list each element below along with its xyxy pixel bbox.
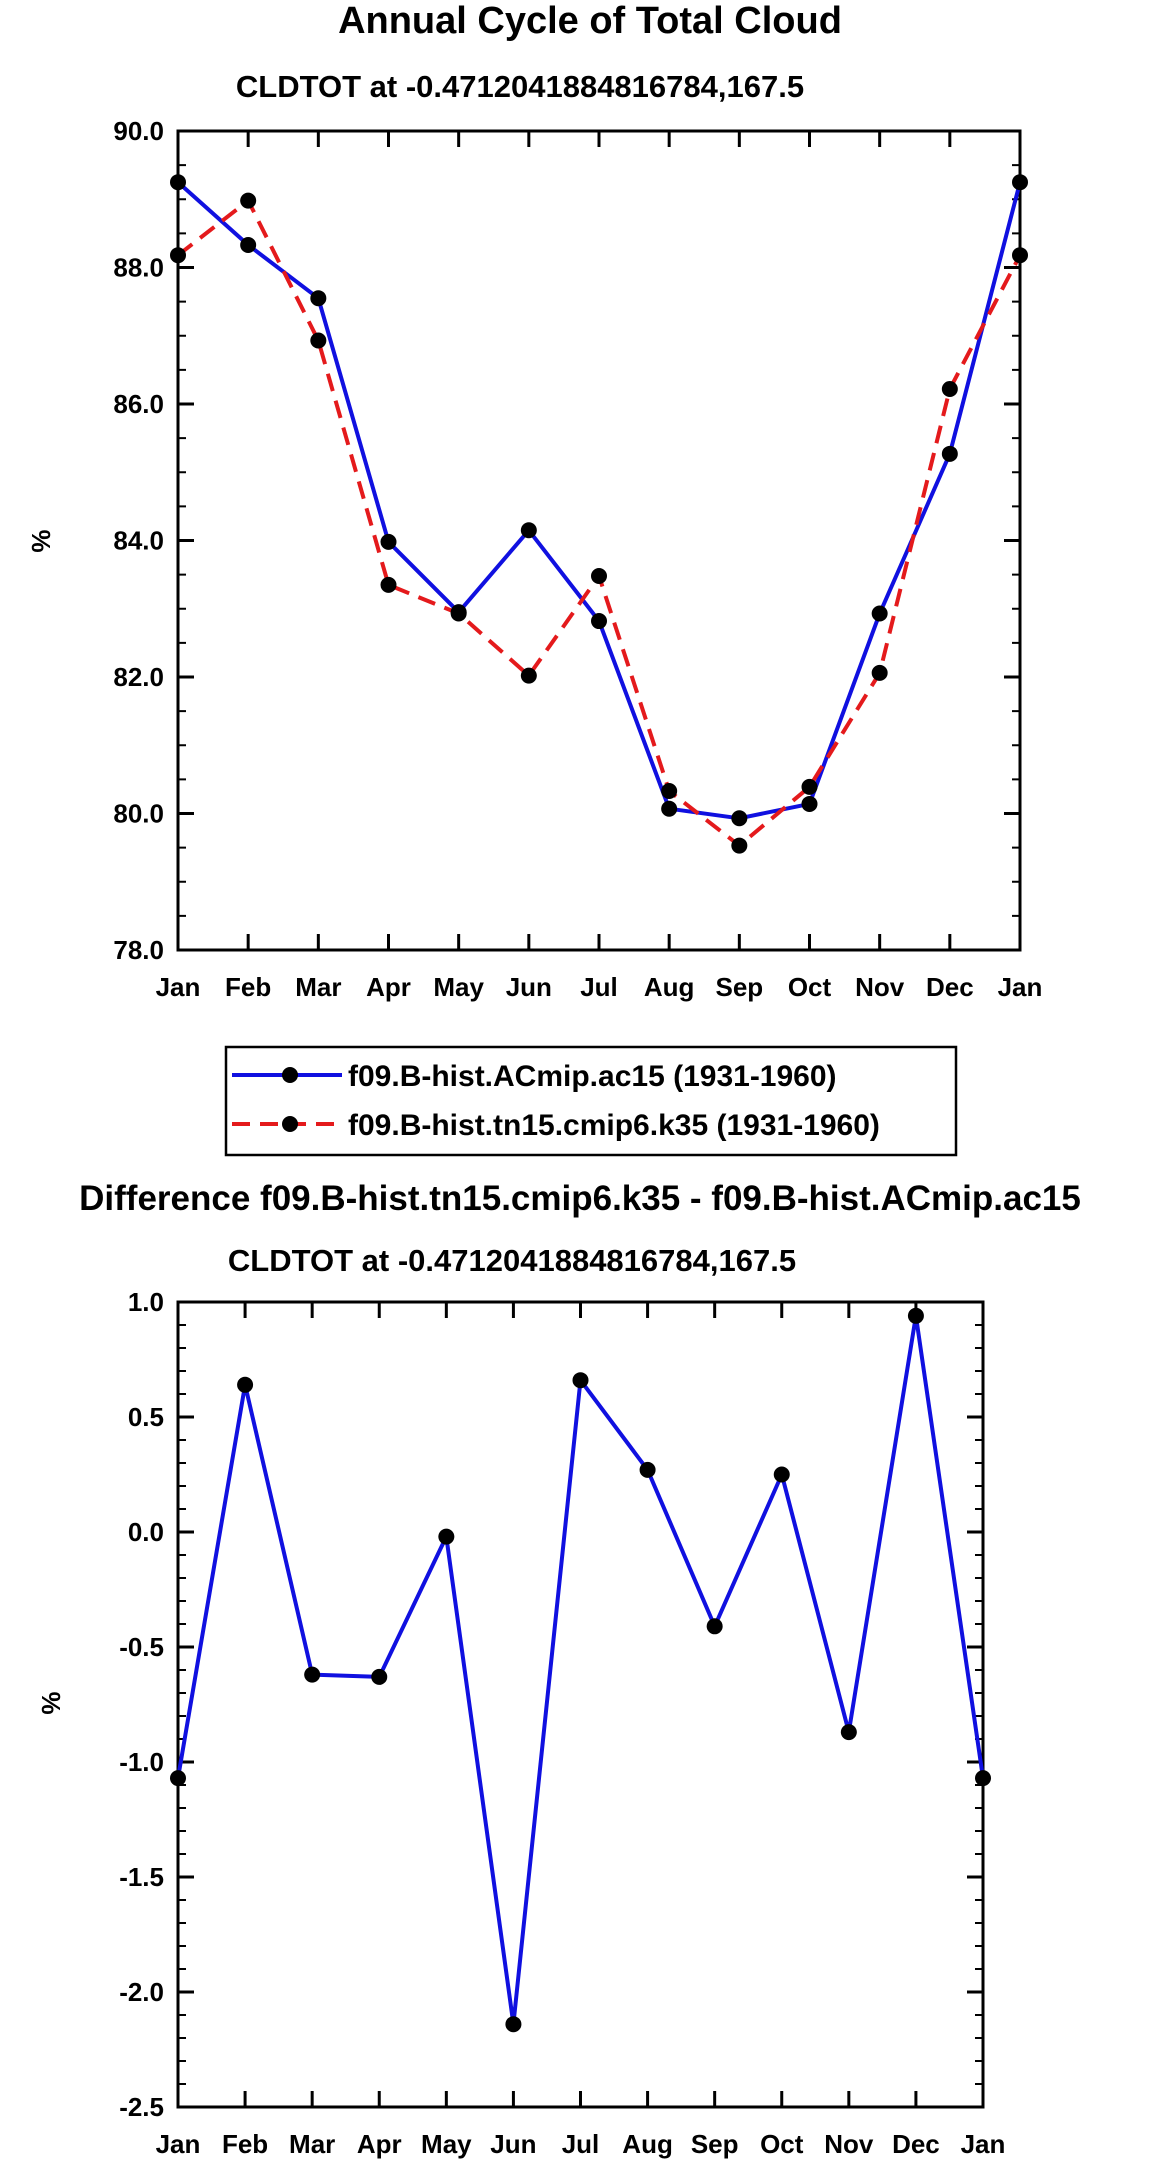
chart1-series-1-point <box>801 795 818 812</box>
chart1-series-2-point <box>520 667 537 684</box>
chart1-xtick-label: Sep <box>715 972 763 1002</box>
chart2-series-1-point <box>170 1770 186 1787</box>
chart2-xtick-label: May <box>421 2129 472 2159</box>
chart1-series-1-point <box>170 174 186 191</box>
chart1-series-2-point <box>450 605 467 622</box>
chart1-series-2-point <box>380 576 397 593</box>
chart1-series-line-2 <box>176 198 1022 848</box>
chart1-series-1-point <box>941 445 958 462</box>
chart2-xtick-label: Jan <box>156 2129 201 2159</box>
chart1-xtick-label: Mar <box>295 972 341 1002</box>
chart1-subtitle: CLDTOT at -0.4712041884816784,167.5 <box>236 69 804 104</box>
legend-marker-series-1 <box>282 1067 298 1083</box>
chart1-series-2-point <box>310 332 327 349</box>
chart2-series-1-point <box>371 1668 388 1685</box>
chart1-legend: f09.B-hist.ACmip.ac15 (1931-1960) f09.B-… <box>224 1045 958 1157</box>
chart1-series-1-point <box>1012 174 1028 191</box>
chart1-ytick-label: 84.0 <box>113 526 164 556</box>
chart1-series-2-point <box>240 192 257 209</box>
chart2-series-1-point <box>572 1372 589 1389</box>
chart1-xtick-label: Jan <box>156 972 201 1002</box>
chart2-xtick-label: Feb <box>222 2129 268 2159</box>
chart1-series-1-point <box>310 290 327 307</box>
chart2-ylabel: % <box>36 1691 66 1714</box>
chart2-xtick-label: Jul <box>562 2129 600 2159</box>
chart1-series-1-point <box>520 522 537 539</box>
chart2-ytick-label: -2.0 <box>119 1977 164 2007</box>
legend-label-series-1: f09.B-hist.ACmip.ac15 (1931-1960) <box>348 1060 837 1093</box>
chart2-plot: -2.5 -2.0 -1.5 -1.0 -0.5 0.0 0.5 1.0 Jan Feb Mar Ap… <box>119 1287 1005 2159</box>
chart2-title: Difference f09.B-hist.tn15.cmip6.k35 - f… <box>79 1179 1081 1218</box>
chart2-ytick-label: 0.0 <box>128 1517 164 1547</box>
chart2-series-1-point <box>840 1724 857 1741</box>
chart2-xtick-label: Dec <box>892 2129 940 2159</box>
chart1-series-1-point <box>380 533 397 550</box>
chart2-xtick-label: Aug <box>622 2129 673 2159</box>
chart2-ytick-label: -2.5 <box>119 2092 164 2122</box>
chart1-series-line-1 <box>176 180 1022 821</box>
legend-box <box>224 1045 958 1157</box>
chart2-series-1-point <box>773 1466 790 1483</box>
chart2-series-1-point <box>907 1307 924 1324</box>
chart1-ytick-label: 78.0 <box>113 935 164 965</box>
chart2-xtick-label: Nov <box>824 2129 874 2159</box>
chart2-ytick-label: 0.5 <box>128 1402 164 1432</box>
chart1-series-2-point <box>661 782 678 799</box>
chart2-series-1-point <box>639 1461 656 1478</box>
chart2-series-1-point <box>438 1528 455 1545</box>
chart1-series-1-point <box>871 605 888 622</box>
chart1-ytick-label: 82.0 <box>113 662 164 692</box>
chart1-xtick-label: May <box>433 972 484 1002</box>
chart2-series-1-point <box>505 2016 522 2033</box>
chart1-ytick-label: 86.0 <box>113 389 164 419</box>
chart1-series-2-point <box>871 664 888 681</box>
chart1-series-2-point <box>801 778 818 795</box>
legend-marker-series-2 <box>282 1116 298 1132</box>
chart1-xtick-label: Dec <box>926 972 974 1002</box>
chart2-xtick-label: Apr <box>357 2129 402 2159</box>
chart1-plot: 78.0 80.0 82.0 84.0 86.0 88.0 90.0 Jan Feb Mar Apr… <box>113 116 1042 1002</box>
chart2-ytick-label: 1.0 <box>128 1287 164 1317</box>
chart1-xtick-label: Jan <box>998 972 1043 1002</box>
chart2-xtick-label: Jun <box>490 2129 536 2159</box>
chart1-xtick-label: Feb <box>225 972 271 1002</box>
chart1-xtick-label: Jun <box>506 972 552 1002</box>
chart1-series-2-point <box>591 567 607 584</box>
chart1-series-2-point <box>731 837 748 854</box>
chart2-series-line-1 <box>176 1313 985 2027</box>
chart1-series-1-point <box>240 236 257 253</box>
chart2-series-1-point <box>975 1770 991 1787</box>
chart1-frame <box>176 129 1022 952</box>
chart1-series-2-point <box>1012 247 1028 264</box>
chart1-xtick-label: Nov <box>855 972 905 1002</box>
legend-label-series-2: f09.B-hist.tn15.cmip6.k35 (1931-1960) <box>348 1109 880 1142</box>
chart2-series-1-point <box>706 1618 723 1635</box>
chart2-ytick-label: -1.0 <box>119 1747 164 1777</box>
chart2-xtick-label: Oct <box>760 2129 804 2159</box>
chart2-xtick-label: Sep <box>691 2129 739 2159</box>
chart2-subtitle: CLDTOT at -0.4712041884816784,167.5 <box>228 1243 796 1278</box>
chart1-title: Annual Cycle of Total Cloud <box>338 0 842 42</box>
chart2-series-1-point <box>304 1666 321 1683</box>
chart1-series-1-point <box>661 800 678 817</box>
chart2-frame <box>176 1300 985 2109</box>
chart2-xtick-label: Jan <box>961 2129 1006 2159</box>
chart1-series-1-point <box>731 810 748 827</box>
chart1-xtick-label: Aug <box>644 972 695 1002</box>
chart1-ytick-label: 90.0 <box>113 116 164 146</box>
chart2-xtick-label: Mar <box>289 2129 335 2159</box>
chart1-ytick-label: 88.0 <box>113 253 164 283</box>
chart1-series-2-point <box>941 380 958 397</box>
chart2-series-1-point <box>237 1376 254 1393</box>
chart1-xtick-label: Oct <box>788 972 832 1002</box>
chart1-ylabel: % <box>26 529 56 552</box>
chart1-series-1-point <box>591 613 607 630</box>
chart2-ytick-label: -0.5 <box>119 1632 164 1662</box>
chart2-ytick-label: -1.5 <box>119 1862 164 1892</box>
chart1-xtick-label: Jul <box>580 972 618 1002</box>
chart1-series-2-point <box>170 247 186 264</box>
chart1-xtick-label: Apr <box>366 972 411 1002</box>
chart1-ytick-label: 80.0 <box>113 799 164 829</box>
